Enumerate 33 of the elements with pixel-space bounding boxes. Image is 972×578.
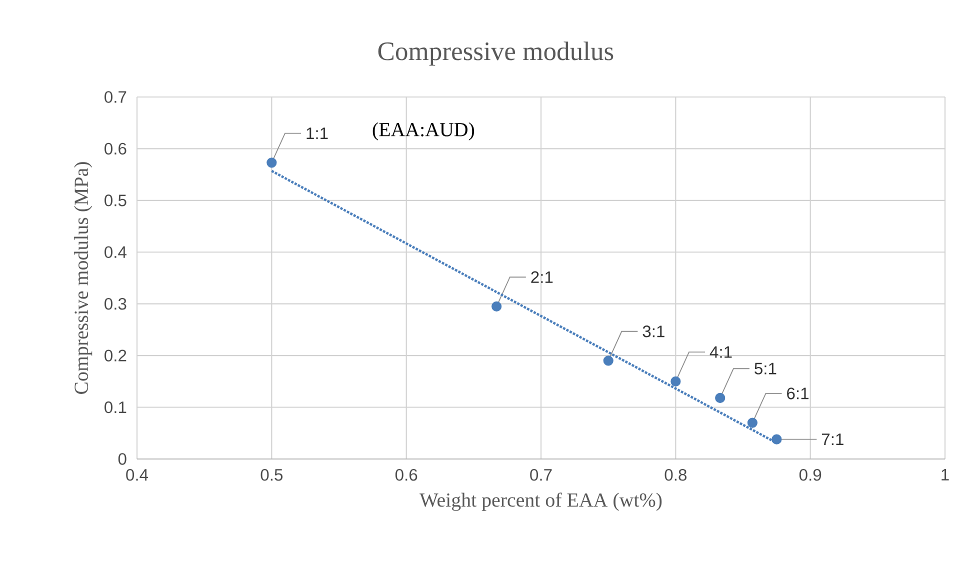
- x-tick-label: 0.6: [395, 469, 418, 481]
- point: [715, 392, 726, 404]
- y-tick-label: 0.5: [104, 194, 126, 206]
- point: [670, 376, 681, 386]
- y-tick-label: 0.6: [104, 142, 126, 155]
- x-tick-label: 0.5: [260, 469, 283, 481]
- y-axis-title: Compressive modulus (MPa): [74, 162, 92, 394]
- y-tick-label: 0.1: [104, 401, 126, 414]
- point: [747, 418, 758, 428]
- data-label: 1:1: [306, 128, 328, 140]
- point: [603, 356, 614, 366]
- annotation: (EAA:AUD): [372, 122, 474, 140]
- chart-title: Compressive modulus: [378, 42, 614, 66]
- y-tick-label: 0: [118, 453, 126, 465]
- point: [266, 158, 277, 168]
- y-tick-label: 0.3: [104, 298, 126, 310]
- data-label: 2:1: [531, 271, 553, 283]
- point: [492, 301, 502, 312]
- data-label: 7:1: [822, 434, 844, 446]
- data-label: 4:1: [710, 346, 732, 358]
- x-tick-label: 0.9: [799, 469, 822, 481]
- y-tick-label: 0.7: [104, 91, 126, 103]
- data-label: 3:1: [642, 326, 664, 338]
- data-label: 6:1: [787, 388, 808, 400]
- x-tick-label: 0.8: [664, 469, 687, 481]
- x-tick-label: 0.7: [530, 469, 552, 481]
- x-axis-title: Weight percent of EAA (wt%): [420, 492, 662, 511]
- y-tick-label: 0.4: [104, 246, 126, 258]
- point: [772, 434, 782, 444]
- x-tick-label: 0.4: [126, 469, 148, 481]
- y-tick-label: 0.2: [104, 350, 126, 362]
- x-tick-label: 1: [942, 469, 949, 480]
- data-label: 5:1: [754, 362, 776, 374]
